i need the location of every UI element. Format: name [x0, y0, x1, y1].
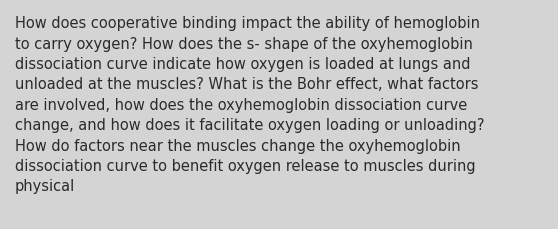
Text: How does cooperative binding impact the ability of hemoglobin
to carry oxygen? H: How does cooperative binding impact the …	[15, 16, 484, 194]
